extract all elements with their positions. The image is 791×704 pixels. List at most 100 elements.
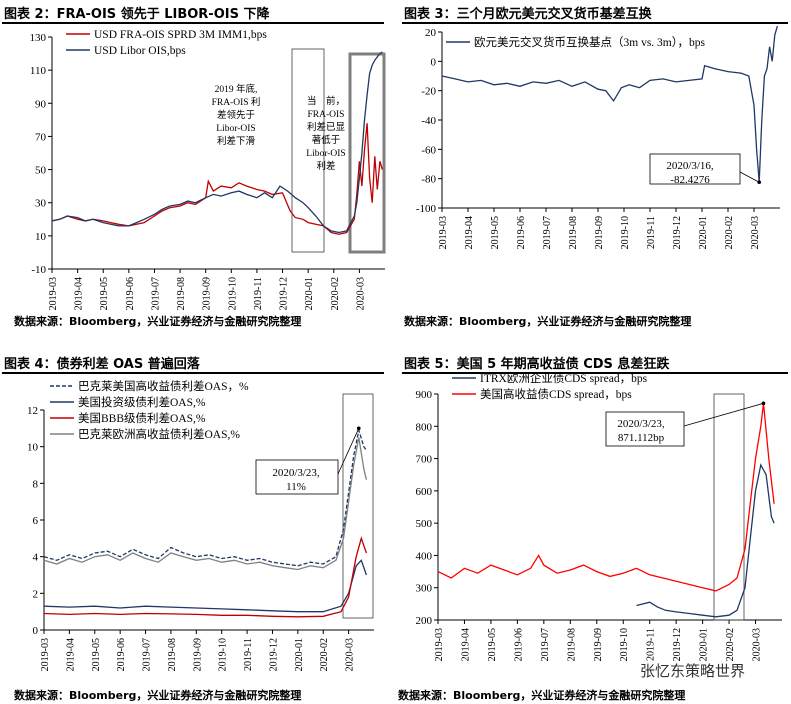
x-tick-label: 2019-10 — [620, 216, 631, 249]
legend-label: 美国高收益债CDS spread，bps — [480, 387, 632, 401]
source-note: 数据来源：Bloomberg，兴业证券经济与金融研究院整理 — [14, 315, 302, 328]
callout-arrow — [739, 171, 760, 183]
x-tick-label: 2019-08 — [566, 628, 577, 661]
x-tick-label: 2020-02 — [725, 628, 736, 661]
legend-label: ITRX欧洲企业债CDS spread，bps — [480, 371, 648, 385]
highlight-box — [713, 393, 745, 621]
y-tick-label: 4 — [33, 552, 39, 564]
chart2-plot: -10 10 30 50 70 90 110 130 2019-03 2019-04 2019-05… — [30, 29, 386, 310]
x-tick-label: 2019-11 — [243, 638, 254, 671]
x-tick-label: 2019-07 — [142, 638, 153, 671]
legend-label: USD Libor OIS,bps — [94, 45, 186, 57]
series-line-0 — [636, 463, 775, 618]
y-tick-label: 300 — [416, 583, 433, 595]
annotation-text: 2020/3/23, — [617, 418, 665, 430]
annotation-text: 利差下滑 — [217, 135, 256, 147]
x-tick-label: 2019-07 — [542, 216, 553, 249]
x-tick-label: 2019-05 — [99, 277, 110, 310]
x-tick-label: 2019-04 — [464, 216, 475, 249]
annotation-text: -82.4276 — [670, 174, 710, 186]
y-tick-label: 50 — [35, 165, 47, 177]
annotation-box — [605, 411, 685, 447]
legend-label: USD FRA-OIS SPRD 3M IMM1,bps — [94, 29, 267, 41]
x-tick-label: 2019-06 — [116, 638, 127, 671]
x-tick-label: 2019-11 — [253, 277, 264, 310]
y-tick-label: 600 — [416, 486, 433, 498]
y-tick-label: 130 — [30, 32, 47, 44]
y-tick-label: 20 — [425, 27, 437, 39]
y-tick-label: 400 — [416, 550, 433, 562]
annotation-text: 利差已显 — [307, 121, 346, 133]
callout-point — [757, 180, 761, 185]
y-tick-label: -10 — [31, 264, 46, 276]
x-tick-label: 2020-01 — [699, 628, 710, 661]
x-tick-label: 2019-10 — [227, 277, 238, 310]
y-tick-label: -80 — [421, 174, 436, 186]
x-tick-label: 2019-03 — [438, 216, 449, 249]
annotation-text: 差领先于 — [217, 109, 255, 121]
y-tick-label: 0 — [431, 56, 437, 68]
callout-arrow — [683, 402, 764, 427]
panel-title: 图表 3：三个月欧元美元交叉货币基差互换 — [404, 7, 652, 22]
series-line-2 — [43, 536, 368, 618]
chart5-plot: 200 300 400 500 600 700 800 900 2019-03 2019-04 20… — [416, 371, 782, 661]
series-line-3 — [43, 437, 368, 571]
x-tick-label: 2019-11 — [646, 216, 657, 249]
legend-label: 巴克莱欧洲高收益债利差OAS,% — [78, 427, 240, 441]
series-line-1 — [51, 51, 383, 234]
y-tick-label: -100 — [416, 203, 437, 215]
series-line-1 — [437, 403, 775, 592]
x-tick-label: 2020-03 — [750, 216, 761, 249]
y-tick-label: -20 — [421, 86, 436, 98]
x-tick-label: 2020-02 — [330, 277, 341, 310]
x-tick-label: 2019-05 — [487, 628, 498, 661]
x-tick-label: 2019-05 — [91, 638, 102, 671]
x-tick-label: 2019-03 — [48, 277, 59, 310]
y-tick-label: 500 — [416, 518, 433, 530]
legend-label: 美国BBB级债利差OAS,% — [78, 411, 206, 425]
x-tick-label: 2019-10 — [218, 638, 229, 671]
x-tick-label: 2019-09 — [192, 638, 203, 671]
source-note: 数据来源：Bloomberg，兴业证券经济与金融研究院整理 — [404, 315, 692, 328]
x-tick-label: 2019-12 — [279, 277, 290, 310]
x-tick-label: 2019-08 — [167, 638, 178, 671]
x-tick-label: 2020-02 — [319, 638, 330, 671]
y-tick-label: -40 — [421, 115, 436, 127]
title-rule — [402, 372, 788, 374]
x-tick-label: 2019-06 — [513, 628, 524, 661]
x-tick-label: 2019-04 — [460, 628, 471, 661]
series-line-0 — [43, 430, 367, 567]
x-tick-label: 2019-03 — [434, 628, 445, 661]
x-tick-label: 2019-09 — [594, 216, 605, 249]
x-tick-label: 2019-11 — [646, 628, 657, 661]
x-tick-label: 2020-03 — [355, 277, 366, 310]
x-tick-label: 2020-01 — [304, 277, 315, 310]
x-tick-label: 2020-01 — [698, 216, 709, 249]
x-tick-label: 2019-08 — [176, 277, 187, 310]
y-tick-label: 10 — [35, 231, 47, 243]
highlight-box — [342, 393, 374, 619]
callout-arrow — [337, 428, 360, 475]
x-tick-label: 2019-10 — [619, 628, 630, 661]
y-tick-label: 2 — [33, 588, 39, 600]
annotation-text: 当 前， — [307, 95, 345, 107]
source-note: 数据来源：Bloomberg，兴业证券经济与金融研究院整理 — [14, 689, 302, 702]
annotation-box — [255, 459, 339, 495]
title-rule — [2, 372, 384, 374]
legend-label: 巴克莱美国高收益债利差OAS，% — [78, 379, 249, 393]
y-tick-label: -60 — [421, 144, 436, 156]
chart3-plot: -100 -80 -60 -40 -20 0 20 2019-03 2019-04 2019-05… — [416, 25, 780, 249]
annotation-text: FRA-OIS — [308, 110, 345, 120]
x-tick-label: 2019-09 — [202, 277, 213, 310]
annotation-text: 2019 年底, — [215, 83, 258, 95]
x-tick-label: 2019-12 — [268, 638, 279, 671]
annotation-text: 2020/3/23, — [272, 467, 320, 479]
series-line-0 — [51, 123, 384, 235]
x-tick-label: 2019-07 — [150, 277, 161, 310]
y-tick-label: 90 — [35, 98, 47, 110]
x-tick-label: 2019-09 — [593, 628, 604, 661]
y-tick-label: 200 — [416, 615, 433, 627]
y-tick-label: 700 — [416, 454, 433, 466]
x-tick-label: 2019-06 — [516, 216, 527, 249]
x-tick-label: 2020-03 — [345, 638, 356, 671]
